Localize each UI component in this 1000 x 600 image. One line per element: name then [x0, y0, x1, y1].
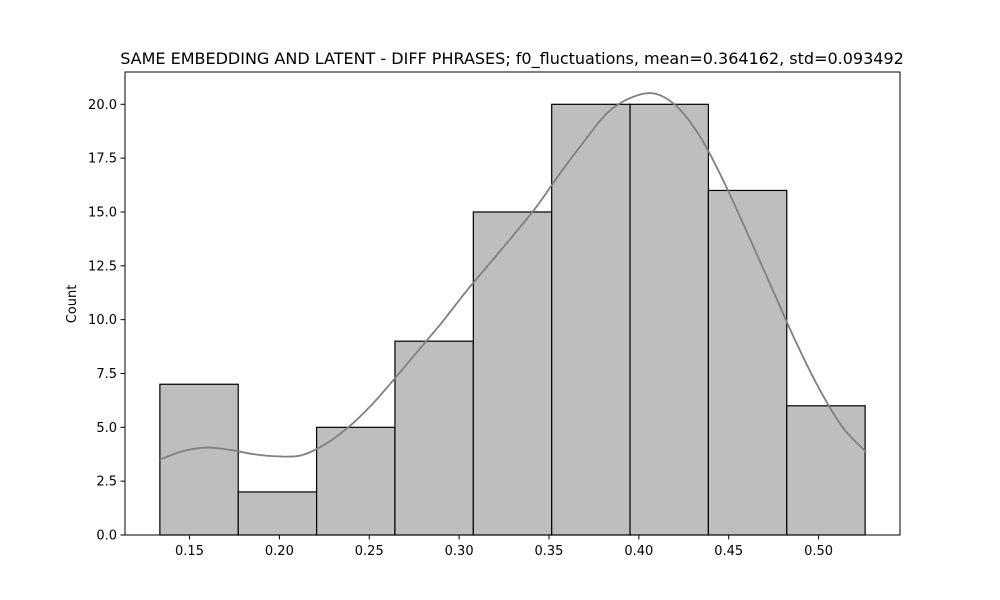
y-tick-label: 12.5	[88, 259, 117, 274]
x-tick-label: 0.15	[175, 544, 204, 559]
histogram-bars	[159, 103, 866, 536]
histogram-bar	[159, 383, 239, 536]
histogram-bar	[472, 211, 553, 536]
histogram-bar	[315, 426, 396, 536]
y-axis-ticks: 0.0 2.5 5.0 7.5 10.0 12.5 15.0 17.5 20.0	[88, 98, 125, 544]
x-tick-label: 0.25	[355, 544, 384, 559]
x-tick-label: 0.45	[714, 544, 743, 559]
kde-curve	[159, 92, 867, 461]
y-tick-label: 2.5	[96, 475, 117, 490]
y-tick-label: 5.0	[96, 421, 117, 436]
y-tick-label: 15.0	[88, 205, 117, 220]
kde-curve-group	[159, 92, 867, 461]
y-tick-label: 0.0	[96, 529, 117, 544]
x-tick-label: 0.50	[804, 544, 833, 559]
x-axis-ticks: 0.15 0.20 0.25 0.30 0.35 0.40 0.45 0.50	[175, 535, 833, 559]
y-tick-label: 10.0	[88, 313, 117, 328]
y-tick-label: 17.5	[88, 152, 117, 167]
histogram-bar	[707, 189, 788, 536]
histogram-bar	[629, 103, 710, 536]
y-tick-label: 7.5	[96, 367, 117, 382]
x-tick-label: 0.30	[445, 544, 474, 559]
chart-title: SAME EMBEDDING AND LATENT - DIFF PHRASES…	[120, 49, 904, 69]
histogram-bar	[394, 340, 474, 536]
histogram-bar	[237, 491, 318, 536]
x-tick-label: 0.40	[624, 544, 653, 559]
plot-area-frame	[124, 71, 901, 536]
y-tick-label: 20.0	[88, 98, 117, 113]
x-tick-label: 0.35	[535, 544, 564, 559]
histogram-bar	[786, 405, 866, 536]
histogram-bar	[551, 103, 631, 536]
y-axis-label: Count	[65, 285, 80, 324]
x-tick-label: 0.20	[265, 544, 294, 559]
